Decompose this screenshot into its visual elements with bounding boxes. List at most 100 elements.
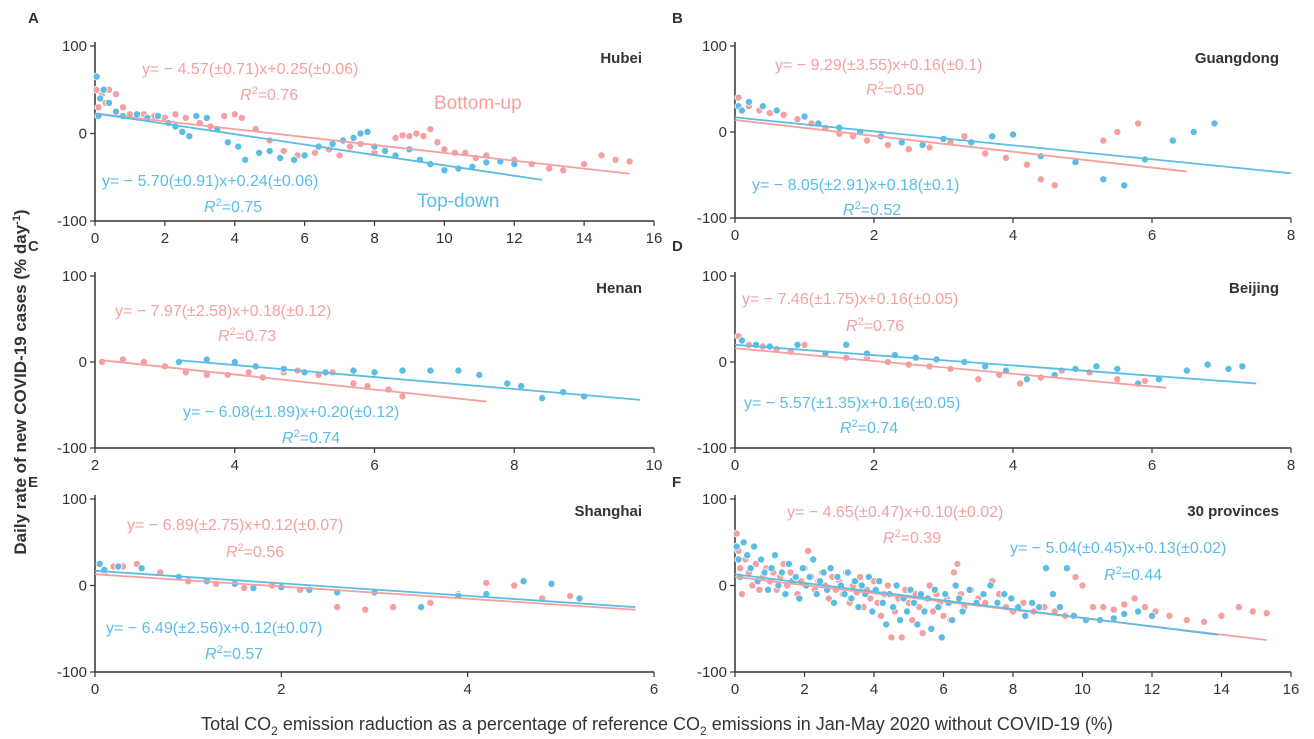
data-point bbox=[1050, 181, 1059, 190]
data-point bbox=[765, 109, 774, 118]
data-point bbox=[941, 590, 950, 599]
data-point bbox=[953, 559, 962, 568]
x-axis-title: Total CO2 emission raduction as a percen… bbox=[201, 714, 1113, 738]
data-point bbox=[1113, 127, 1122, 136]
data-point bbox=[979, 590, 988, 599]
data-point bbox=[1055, 603, 1064, 612]
data-point bbox=[112, 90, 121, 99]
data-point bbox=[202, 113, 211, 122]
x-tick-label: 10 bbox=[436, 230, 453, 247]
regression-equation: y= − 6.49(±2.56)x+0.12(±0.07) bbox=[106, 620, 322, 637]
data-point bbox=[883, 581, 892, 590]
data-point bbox=[398, 392, 407, 401]
y-tick-label: 0 bbox=[719, 124, 727, 141]
y-tick-label: 0 bbox=[79, 354, 87, 371]
data-point bbox=[781, 590, 790, 599]
series-top-down bbox=[174, 355, 589, 403]
data-point bbox=[475, 370, 484, 379]
data-point bbox=[1088, 603, 1097, 612]
r-symbol: R bbox=[866, 82, 878, 99]
r-squared-value: =0.57 bbox=[223, 646, 264, 663]
data-point bbox=[981, 149, 990, 158]
data-point bbox=[1049, 590, 1058, 599]
r-superscript: 2 bbox=[852, 418, 858, 430]
y-tick-label: 0 bbox=[719, 578, 727, 595]
data-point bbox=[597, 151, 606, 160]
series-top-down bbox=[738, 336, 1247, 388]
regression-line-bottom-up bbox=[734, 119, 1187, 173]
r-squared-value: =0.75 bbox=[222, 199, 263, 216]
data-point bbox=[850, 577, 859, 586]
regression-line-top-down bbox=[734, 573, 1219, 636]
data-point bbox=[826, 564, 835, 573]
data-point bbox=[119, 103, 128, 112]
data-point bbox=[1134, 119, 1143, 128]
data-point bbox=[1200, 617, 1209, 626]
data-point bbox=[398, 366, 407, 375]
data-point bbox=[1262, 609, 1271, 618]
regression-equation: y= − 5.70(±0.91)x+0.24(±0.06) bbox=[102, 173, 318, 190]
data-point bbox=[993, 598, 1002, 607]
data-point bbox=[734, 555, 743, 564]
data-point bbox=[908, 616, 917, 625]
data-point bbox=[178, 127, 187, 136]
data-point bbox=[864, 572, 873, 581]
data-point bbox=[842, 340, 851, 349]
r-symbol: R bbox=[204, 199, 216, 216]
x-tick-label: 8 bbox=[370, 230, 378, 247]
data-point bbox=[426, 366, 435, 375]
data-point bbox=[866, 594, 875, 603]
x-tick-label: 4 bbox=[463, 681, 471, 698]
data-point bbox=[328, 139, 337, 148]
x-tick-label: 0 bbox=[91, 681, 99, 698]
data-point bbox=[819, 568, 828, 577]
r-symbol: R bbox=[840, 420, 852, 437]
series-label: Bottom-up bbox=[434, 93, 522, 114]
data-point bbox=[96, 94, 105, 103]
data-point bbox=[311, 148, 320, 157]
data-point bbox=[1203, 360, 1212, 369]
r-squared-value: =0.52 bbox=[861, 202, 902, 219]
data-point bbox=[1217, 611, 1226, 620]
r-superscript: 2 bbox=[216, 197, 222, 209]
r-squared-value: =0.56 bbox=[244, 544, 285, 561]
r-squared-value: =0.76 bbox=[864, 318, 905, 335]
data-point bbox=[426, 125, 435, 134]
data-point bbox=[333, 603, 342, 612]
r-squared-value: =0.39 bbox=[901, 530, 942, 547]
r-superscript: 2 bbox=[855, 200, 861, 212]
data-point bbox=[760, 568, 769, 577]
data-point bbox=[843, 568, 852, 577]
r-squared-label: R2=0.74 bbox=[282, 428, 340, 447]
data-point bbox=[779, 110, 788, 119]
panel-letter: F bbox=[672, 474, 681, 491]
r-superscript: 2 bbox=[230, 326, 236, 338]
data-point bbox=[95, 559, 104, 568]
data-point bbox=[949, 568, 958, 577]
x-tick-label: 16 bbox=[646, 230, 663, 247]
data-point bbox=[1165, 611, 1174, 620]
data-point bbox=[800, 340, 809, 349]
data-point bbox=[1141, 603, 1150, 612]
data-point bbox=[856, 572, 865, 581]
data-point bbox=[114, 562, 123, 571]
panel-letter: B bbox=[672, 10, 683, 27]
data-point bbox=[1035, 603, 1044, 612]
data-point bbox=[1109, 605, 1118, 614]
x-tick-label: 4 bbox=[231, 457, 239, 474]
data-point bbox=[929, 607, 938, 616]
data-point bbox=[738, 336, 747, 345]
x-tick-label: 12 bbox=[1144, 681, 1161, 698]
x-tick-label: 2 bbox=[277, 681, 285, 698]
data-point bbox=[580, 392, 589, 401]
data-point bbox=[734, 93, 743, 102]
data-point bbox=[276, 153, 285, 162]
data-point bbox=[545, 164, 554, 173]
regression-equation: y= − 5.04(±0.45)x+0.13(±0.02) bbox=[1010, 540, 1226, 557]
panel-title: Hubei bbox=[600, 50, 642, 67]
y-tick-label: 100 bbox=[62, 38, 87, 55]
data-point bbox=[454, 366, 463, 375]
regression-equation: y= − 8.05(±2.91)x+0.18(±0.1) bbox=[752, 177, 959, 194]
data-point bbox=[566, 591, 575, 600]
x-tick-label: 8 bbox=[510, 457, 518, 474]
